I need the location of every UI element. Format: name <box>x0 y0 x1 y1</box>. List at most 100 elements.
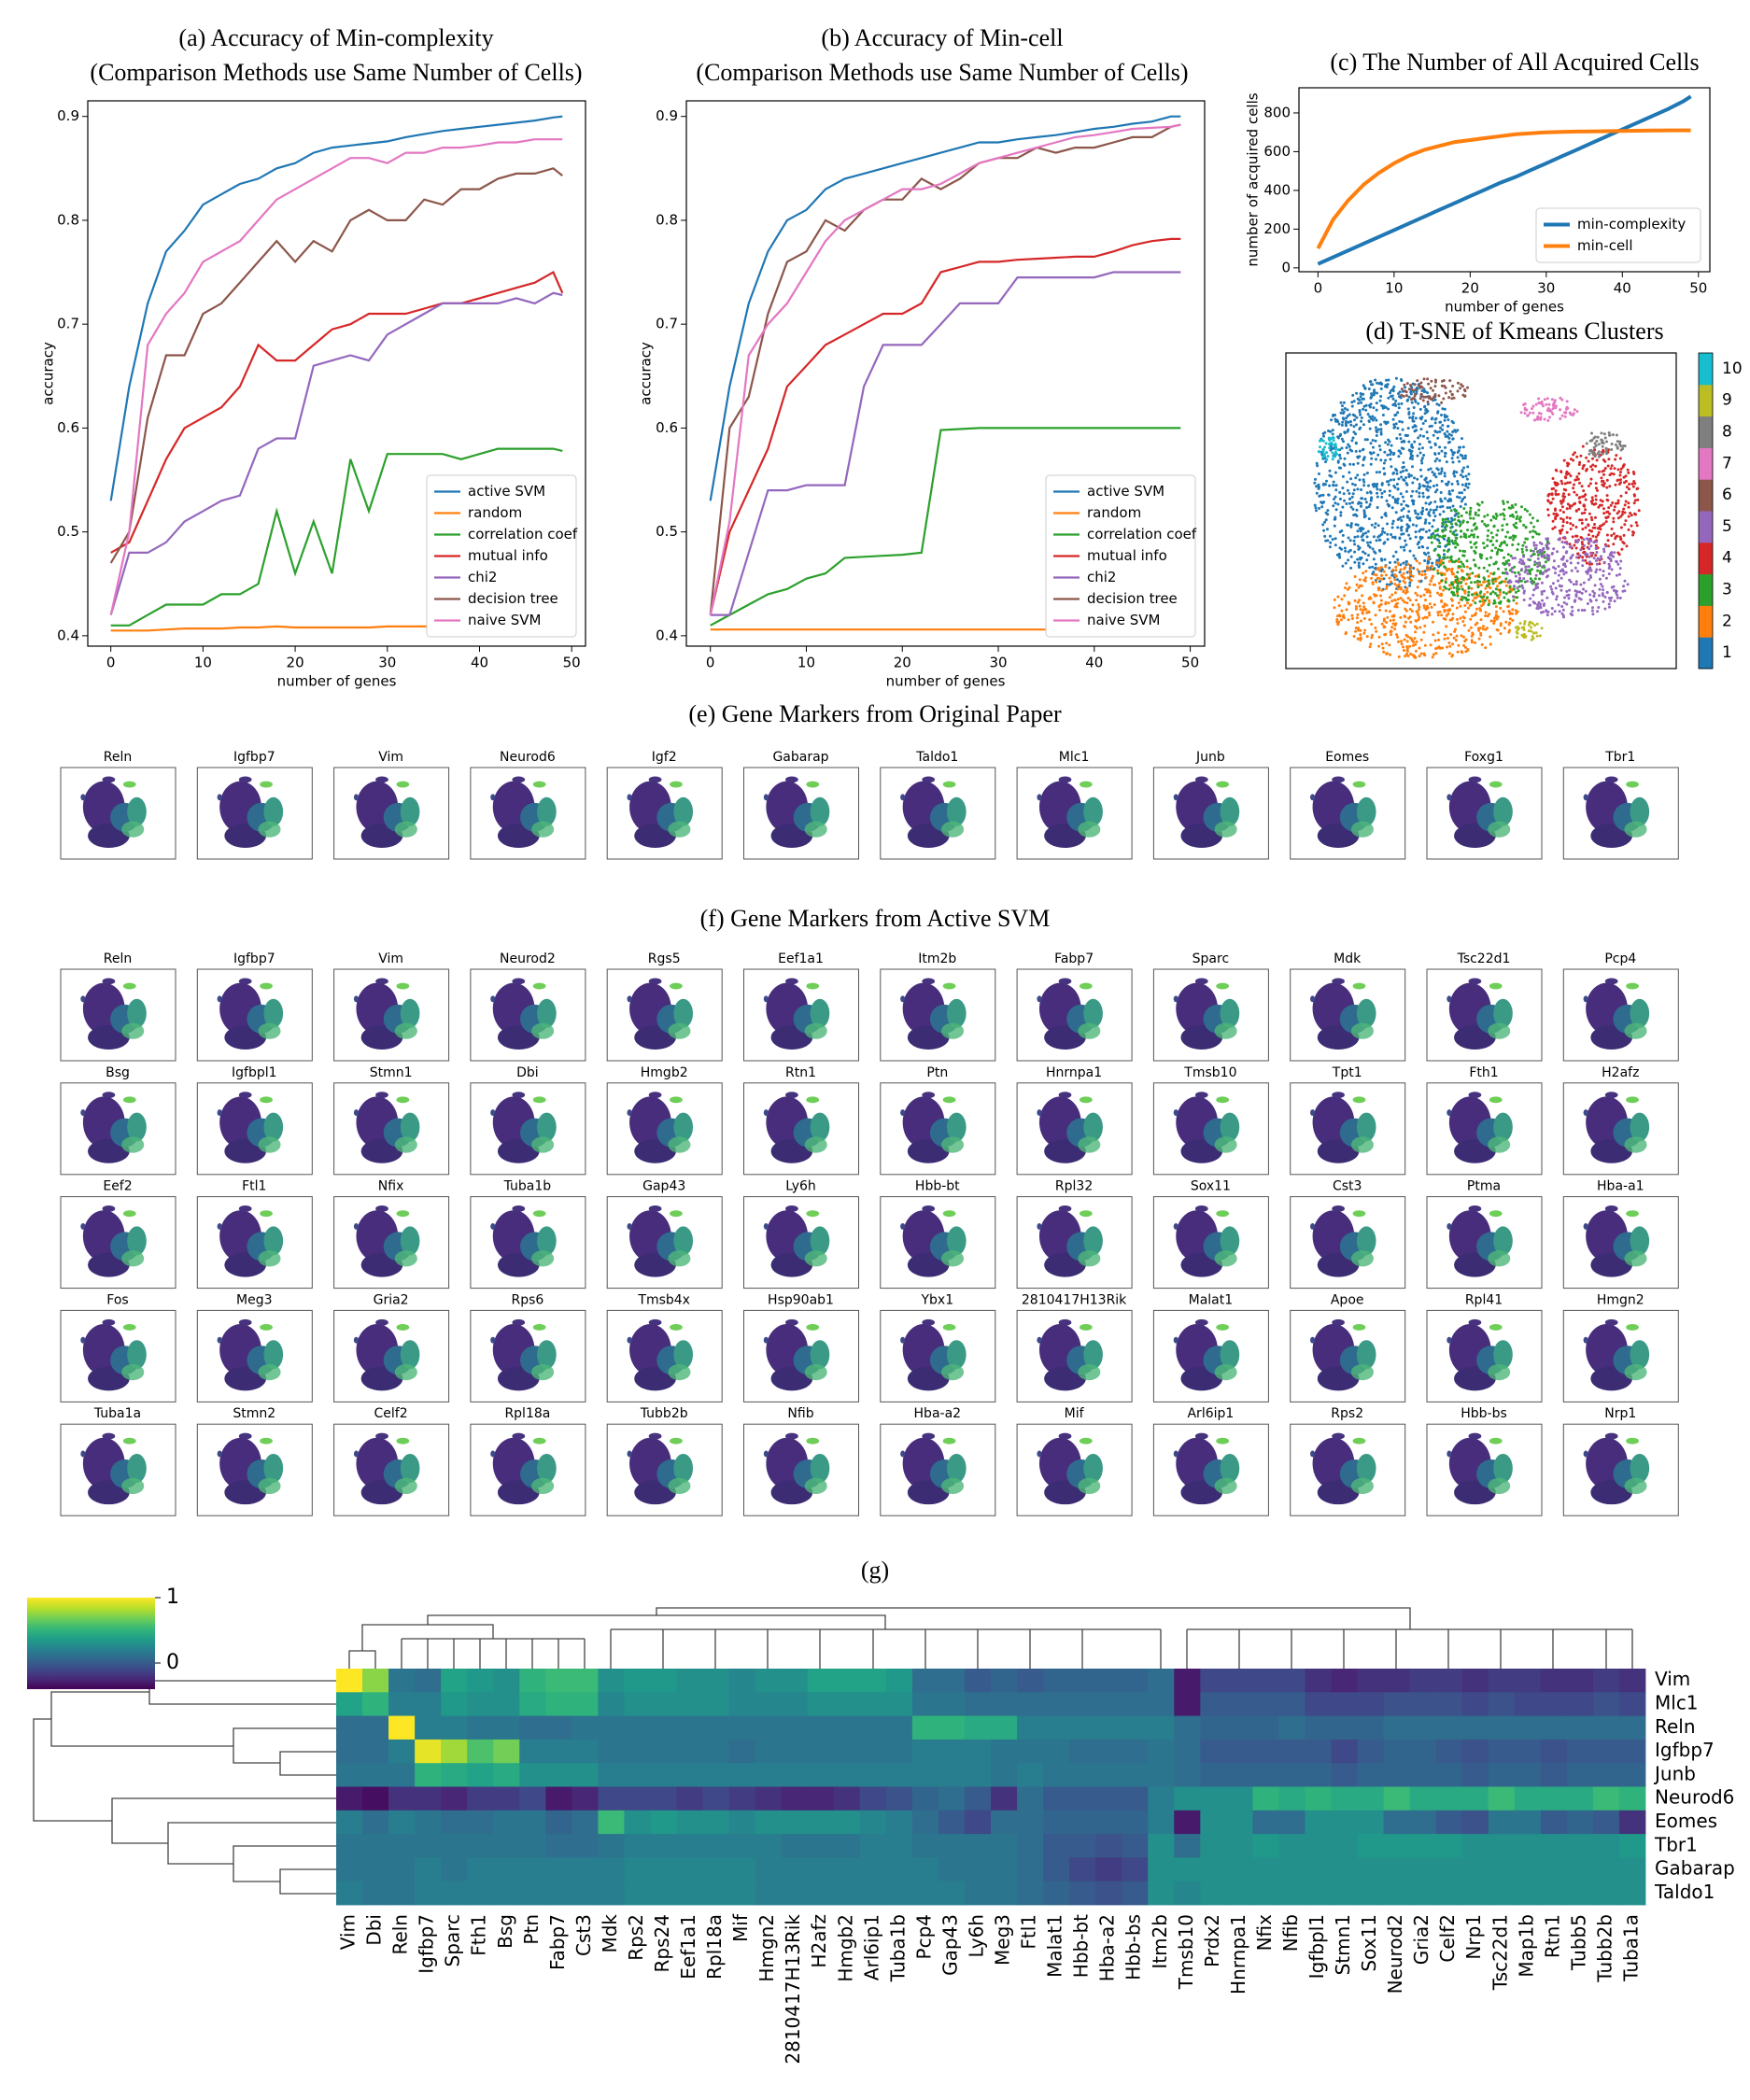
cell-dot <box>1356 487 1360 491</box>
cell-dot <box>1314 506 1318 510</box>
cell-dot <box>1404 469 1408 472</box>
heatmap-cell <box>833 1881 861 1906</box>
colorbar-tick-label: 3 <box>1722 581 1732 599</box>
row-label: Igfbp7 <box>1655 1739 1715 1761</box>
series-line <box>109 138 563 615</box>
cell-dot <box>1467 590 1471 594</box>
cell-dot <box>1522 577 1526 581</box>
heatmap-cell <box>336 1810 363 1835</box>
cell-dot <box>1431 574 1434 578</box>
cell-dot <box>1516 610 1519 613</box>
heatmap-cell <box>1409 1669 1437 1693</box>
cell-dot <box>1611 501 1615 504</box>
cell-dot <box>1356 455 1360 458</box>
heatmap-cell <box>572 1857 599 1882</box>
heatmap-cell <box>362 1692 389 1716</box>
cell-dot <box>1422 630 1426 634</box>
cell-dot <box>1362 562 1365 566</box>
cell-dot <box>1574 599 1577 602</box>
cell-dot <box>1341 486 1345 490</box>
cell-dot <box>1323 520 1327 524</box>
cell-dot <box>1388 448 1391 452</box>
cell-dot <box>1402 465 1405 469</box>
x-tick-label: 50 <box>563 655 581 671</box>
x-axis-label: number of genes <box>277 673 397 690</box>
cell-dot <box>1436 436 1440 440</box>
cell-dot <box>1439 563 1442 567</box>
heatmap-cell <box>467 1786 494 1811</box>
cell-dot <box>1406 576 1410 580</box>
cell-dot <box>1367 517 1371 521</box>
thumbnail-title: Igfbp7 <box>233 750 275 765</box>
heatmap-cell <box>493 1786 520 1811</box>
cell-dot <box>1588 452 1591 456</box>
cell-dot <box>1522 523 1526 527</box>
heatmap-cell <box>1043 1834 1070 1858</box>
cell-dot <box>1606 544 1610 548</box>
thumbnail-title: Vim <box>378 750 403 765</box>
cell-dot <box>1575 455 1579 458</box>
heatmap-cell <box>1095 1786 1122 1811</box>
cell-dot <box>1374 594 1377 598</box>
cell-dot <box>1412 406 1416 409</box>
colorbar-tick-label: 8 <box>1722 423 1732 442</box>
thumbnail-title: Igfbp7 <box>233 951 275 966</box>
cell-dot <box>1366 413 1370 416</box>
cell-dot <box>1600 476 1603 480</box>
cell-dot <box>1537 397 1541 401</box>
cell-dot <box>1409 572 1412 576</box>
cell-dot <box>1596 527 1600 530</box>
cell-dot <box>1511 618 1515 622</box>
cell-dot <box>1511 595 1515 599</box>
cell-dot <box>1494 560 1498 564</box>
cell-dot <box>1397 640 1400 643</box>
thumbnail-title: Hsp90ab1 <box>768 1292 834 1307</box>
y-tick-label: 0.6 <box>656 419 678 436</box>
cell-dot <box>1438 534 1442 538</box>
cell-dot <box>1561 524 1565 528</box>
heatmap-cell <box>1461 1881 1489 1906</box>
cell-dot <box>1390 526 1394 529</box>
cell-dot <box>1540 590 1544 594</box>
cell-dot <box>1401 428 1404 431</box>
cell-dot <box>1367 388 1371 390</box>
cell-dot <box>1315 509 1318 513</box>
y-tick-label: 0.8 <box>57 211 79 228</box>
cell-dot <box>1491 578 1495 582</box>
cell-dot <box>1391 417 1395 421</box>
cell-dot <box>1517 572 1521 576</box>
heatmap-cell <box>467 1834 494 1858</box>
cell-dot <box>1377 444 1381 448</box>
cell-dot <box>1568 578 1572 582</box>
cell-dot <box>1529 620 1532 624</box>
cell-dot <box>1457 512 1461 515</box>
cell-dot <box>1508 628 1512 632</box>
cell-dot <box>1356 397 1360 401</box>
heatmap-cell <box>1618 1857 1646 1882</box>
cell-dot <box>1511 557 1515 560</box>
cell-dot <box>1516 628 1519 631</box>
cell-dot <box>1486 590 1489 594</box>
cell-dot <box>1444 445 1447 449</box>
heatmap-cell <box>1435 1692 1463 1716</box>
thumbnail-title: Stmn2 <box>233 1406 275 1421</box>
cell-dot <box>1428 486 1432 489</box>
cell-dot <box>1431 416 1434 420</box>
cell-dot <box>1623 503 1627 507</box>
cell-dot <box>1463 604 1467 607</box>
heatmap-cell <box>859 1857 887 1882</box>
cell-dot <box>1456 650 1460 654</box>
cell-dot <box>1417 613 1420 617</box>
cell-dot <box>1534 402 1538 406</box>
cell-dot <box>1340 423 1344 427</box>
column-label: Prdx2 <box>1201 1914 1223 1967</box>
heatmap-cell <box>415 1857 442 1882</box>
cell-dot <box>1597 443 1601 446</box>
heatmap-cell <box>1566 1810 1594 1835</box>
cluster <box>1514 620 1544 641</box>
heatmap-cell <box>545 1857 572 1882</box>
thumbnail-title: Mlc1 <box>1059 750 1090 765</box>
cell-dot <box>1380 515 1384 519</box>
cell-dot <box>1405 640 1409 643</box>
cell-dot <box>1594 515 1597 519</box>
